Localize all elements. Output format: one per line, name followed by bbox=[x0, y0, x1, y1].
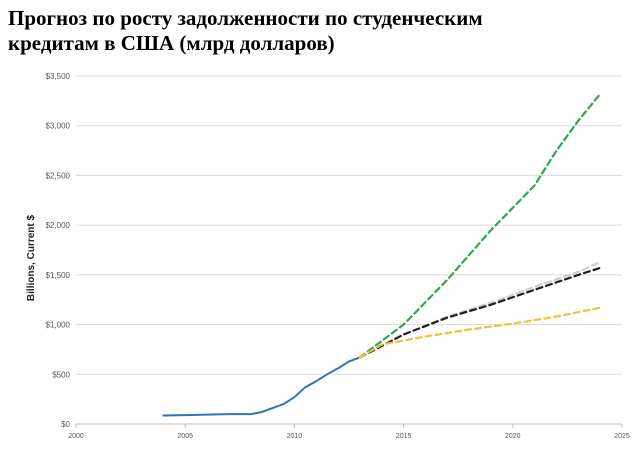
grid-lines bbox=[76, 75, 622, 375]
y-tick-label-1000: $1,000 bbox=[46, 321, 71, 330]
x-tick-label-2025: 2025 bbox=[614, 433, 630, 440]
series-group bbox=[162, 92, 602, 417]
x-tick-label-2000: 2000 bbox=[68, 433, 84, 440]
y-tick-label-3500: $3,500 bbox=[46, 72, 71, 81]
x-tick-label-2020: 2020 bbox=[505, 433, 521, 440]
series-line-1 bbox=[162, 356, 361, 417]
x-tick-label-2010: 2010 bbox=[287, 433, 303, 440]
y-axis-label: Billions, Current $ bbox=[26, 215, 37, 302]
series-line-2 bbox=[358, 92, 602, 359]
chart-title-line-1: Прогноз по росту задолженности по студен… bbox=[8, 6, 483, 30]
tick-labels: $0 $500 $1,000 $1,500 $2,000 $2,500 $3,000 $3,5… bbox=[46, 72, 630, 440]
y-tick-label-0: $0 bbox=[61, 420, 70, 429]
series-line-4 bbox=[358, 266, 602, 359]
x-tick-label-2015: 2015 bbox=[396, 433, 412, 440]
y-tick-label-2500: $2,500 bbox=[46, 171, 71, 180]
x-tick-label-2005: 2005 bbox=[177, 433, 193, 440]
axes bbox=[75, 423, 623, 428]
series-line-5 bbox=[358, 306, 602, 359]
y-tick-label-1500: $1,500 bbox=[46, 271, 71, 280]
y-tick-label-2000: $2,000 bbox=[46, 221, 71, 230]
y-tick-label-500: $500 bbox=[52, 370, 70, 379]
series-line-3 bbox=[358, 260, 602, 359]
chart-title: Прогноз по росту задолженности по студен… bbox=[8, 6, 628, 56]
y-tick-label-3000: $3,000 bbox=[46, 122, 71, 131]
chart-title-line-2: кредитам в США (млрд долларов) bbox=[8, 31, 335, 55]
